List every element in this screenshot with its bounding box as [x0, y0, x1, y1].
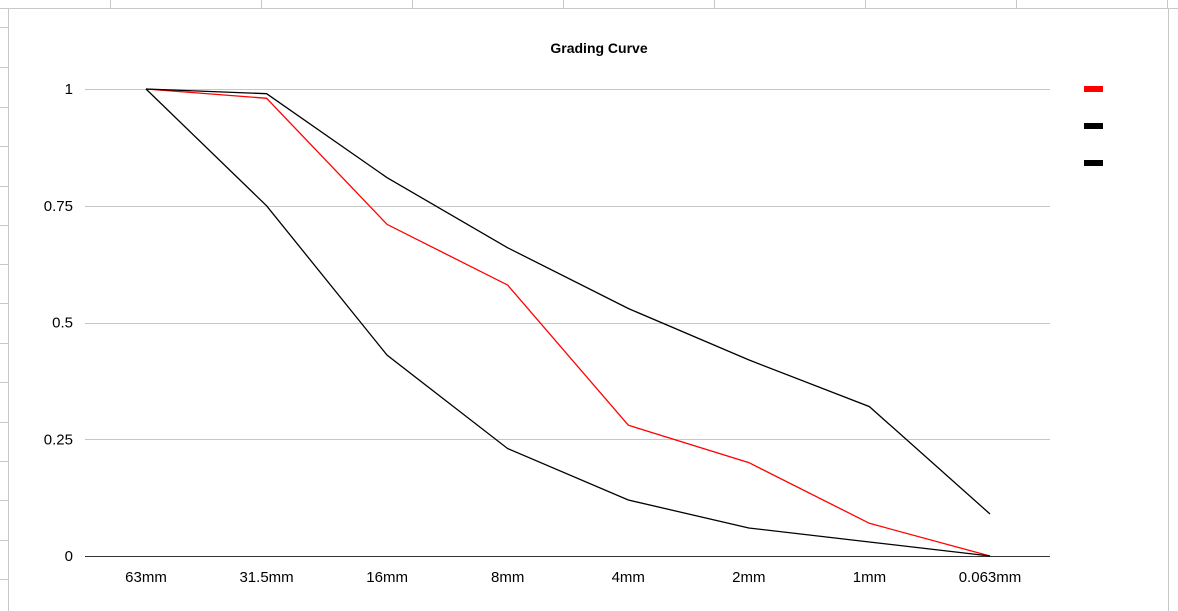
x-tick-label: 8mm — [491, 569, 524, 586]
series-line-1 — [145, 88, 991, 557]
y-tick-label: 0.5 — [52, 315, 73, 332]
x-tick-label: 2mm — [732, 569, 765, 586]
x-tick-label: 63mm — [125, 569, 167, 586]
x-tick-label: 31.5mm — [239, 569, 293, 586]
y-tick-label: 0 — [65, 548, 73, 565]
x-tick-label: 16mm — [366, 569, 408, 586]
x-tick-label: 1mm — [853, 569, 886, 586]
series-line-3 — [145, 88, 991, 557]
gridlines — [85, 89, 1050, 557]
legend — [1084, 86, 1103, 166]
legend-swatch-3 — [1084, 160, 1103, 166]
x-axis-ticks: 63mm 31.5mm 16mm 8mm 4mm 2mm 1mm 0.063mm — [125, 569, 1021, 586]
series-lines — [145, 88, 991, 557]
chart-title: Grading Curve — [550, 40, 647, 56]
legend-swatch-1 — [1084, 86, 1103, 92]
y-axis-ticks: 0 0.25 0.5 0.75 1 — [44, 81, 73, 565]
legend-swatch-2 — [1084, 123, 1103, 129]
series-line-2 — [145, 88, 991, 515]
y-tick-label: 0.75 — [44, 198, 73, 215]
x-tick-label: 4mm — [612, 569, 645, 586]
y-tick-label: 1 — [65, 81, 73, 98]
y-tick-label: 0.25 — [44, 431, 73, 448]
x-tick-label: 0.063mm — [959, 569, 1022, 586]
